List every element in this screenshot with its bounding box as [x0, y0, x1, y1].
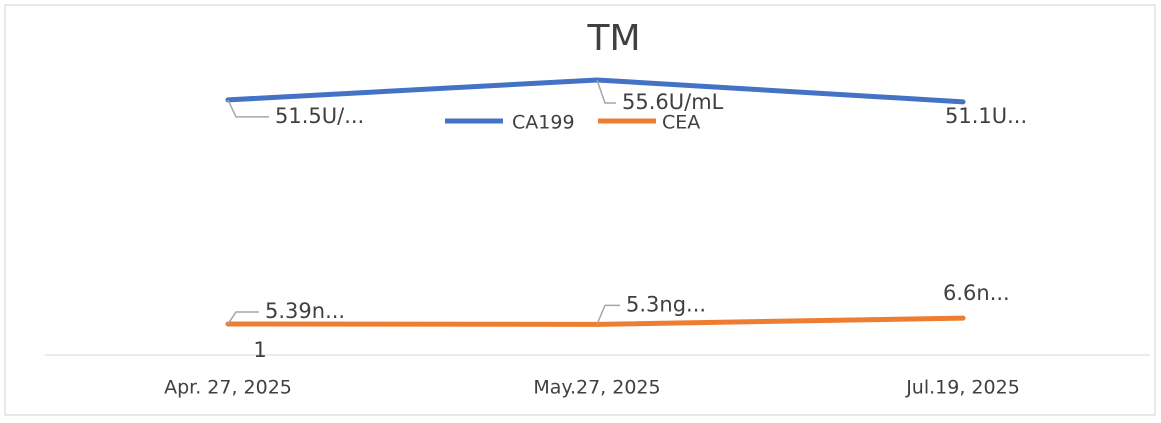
data-label: 6.6n...: [943, 281, 1010, 305]
legend-label: CEA: [662, 112, 700, 134]
data-label: 51.1U...: [945, 104, 1027, 128]
data-label: 5.3ng...: [626, 292, 706, 316]
x-tick-label: Apr. 27, 2025: [164, 377, 292, 399]
leader-line: [227, 99, 269, 118]
leader-line: [227, 311, 259, 325]
chart-title: TM: [586, 18, 640, 59]
x-tick-label: May.27, 2025: [533, 377, 660, 399]
x-tick-label: Jul.19, 2025: [905, 377, 1020, 399]
leader-line: [596, 79, 616, 104]
leader-line: [596, 304, 620, 325]
chart-border: [4, 4, 1156, 416]
line-series: [225, 77, 966, 105]
data-label: 51.5U/...: [275, 104, 364, 128]
annotation: 1: [253, 338, 266, 362]
data-label: 55.6U/mL: [622, 90, 724, 114]
legend-label: CA199: [512, 112, 575, 134]
data-label: 5.39n...: [265, 299, 345, 323]
